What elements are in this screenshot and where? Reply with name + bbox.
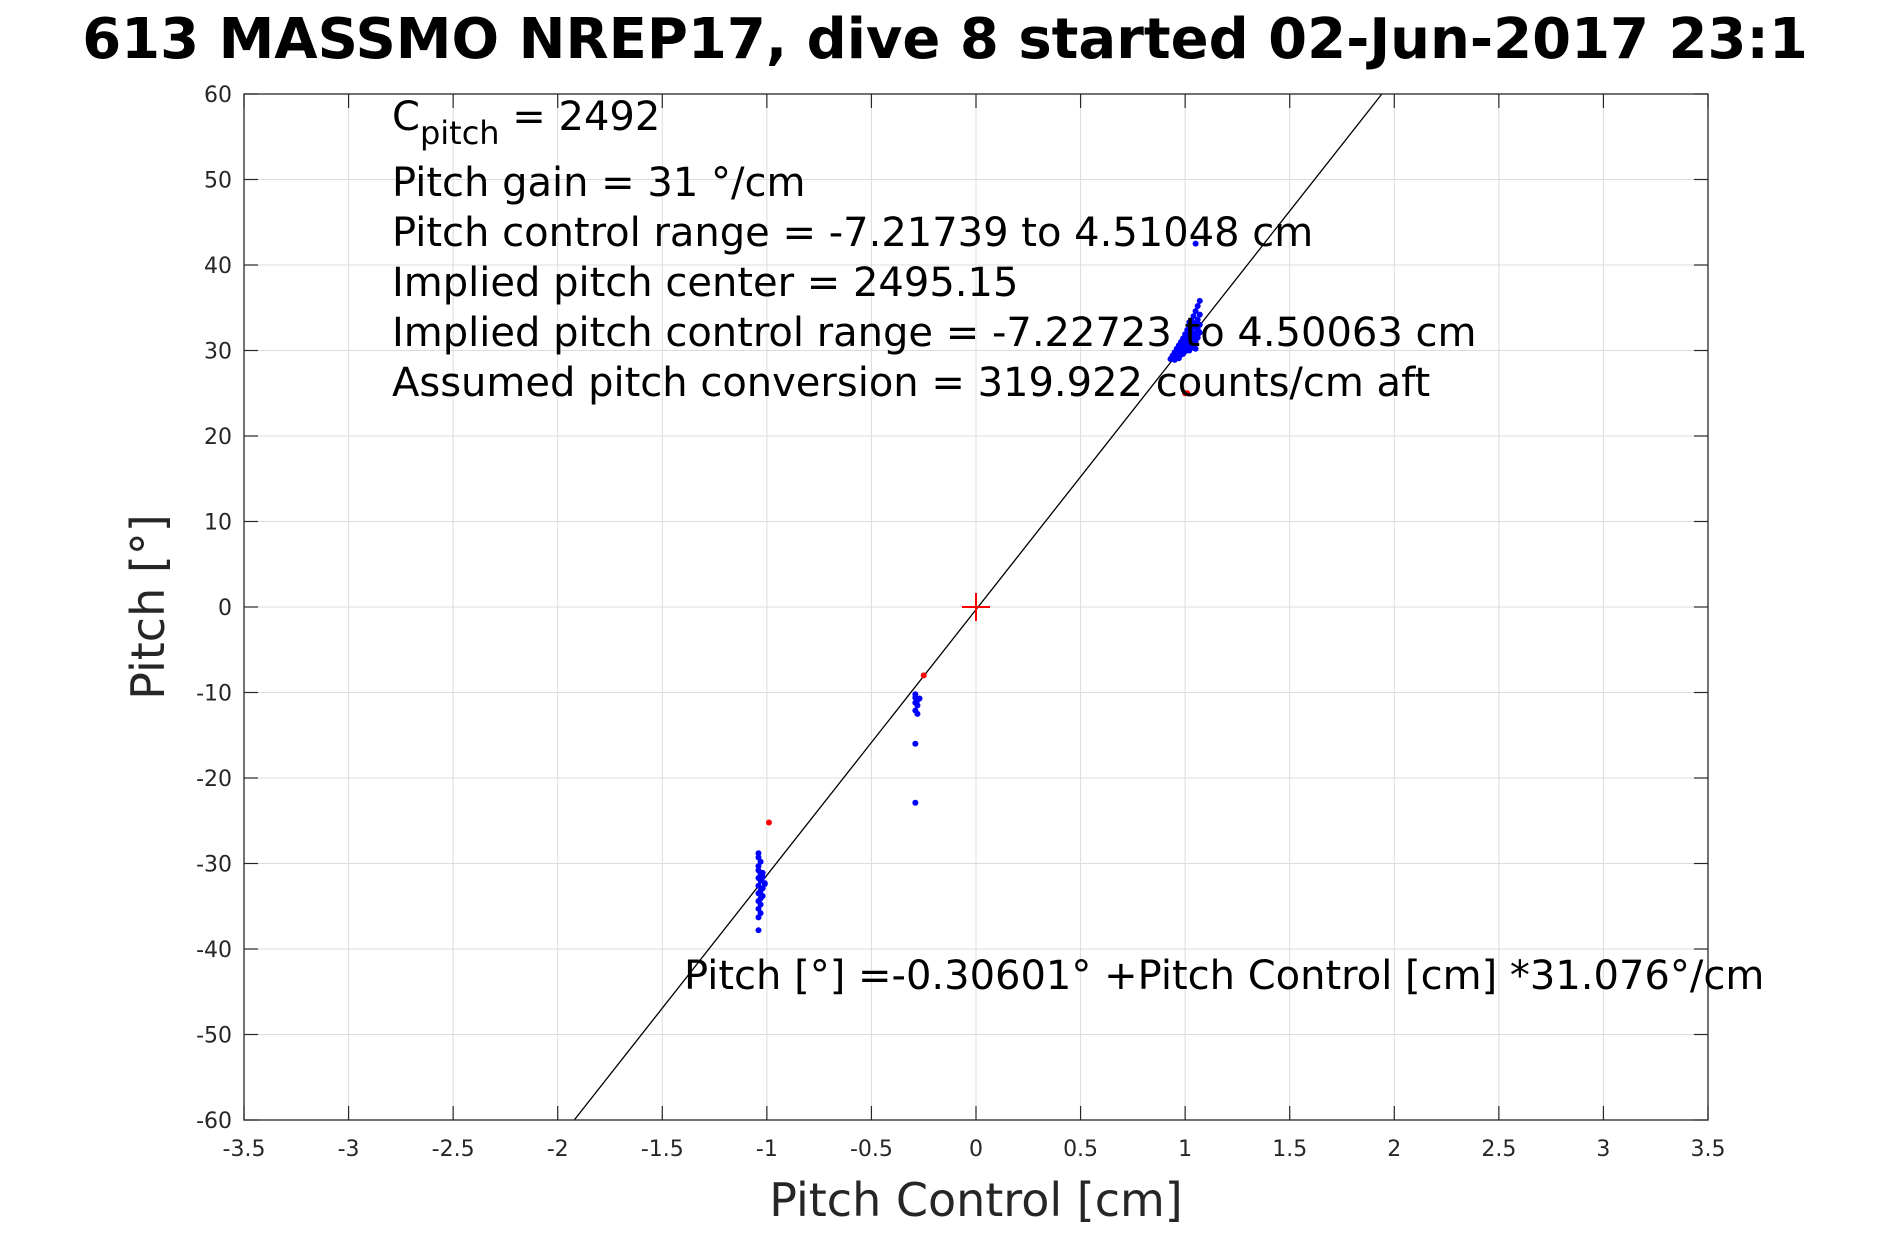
data-point [912,799,919,806]
x-tick-label: 3.5 [1691,1137,1726,1162]
y-tick-label: 0 [218,596,232,621]
y-tick-label: -30 [196,853,232,878]
x-tick-label: -3.5 [223,1137,266,1162]
x-tick-label: -0.5 [850,1137,893,1162]
fit-equation: Pitch [°] =-0.30601° +Pitch Control [cm]… [684,953,1764,999]
data-point [755,863,762,870]
y-tick-label: 40 [204,254,232,279]
data-point [1192,240,1199,247]
data-point [1177,344,1184,351]
data-point [759,869,766,876]
x-tick-label: 2.5 [1481,1137,1516,1162]
data-point [912,740,919,747]
data-point [755,850,762,857]
annotation-text: Cpitch = 2492 Pitch gain = 31 °/cm Pitch… [392,94,1764,999]
center-marker-layer [962,593,990,621]
c-pitch-value: = 2492 [500,94,661,140]
y-tick-label: -20 [196,767,232,792]
data-point [765,819,772,826]
x-axis-title: Pitch Control [cm] [769,1173,1183,1227]
x-tick-label: -2 [547,1137,569,1162]
data-point [1192,345,1199,352]
x-tick-label: -1.5 [641,1137,684,1162]
x-tick-label: -3 [338,1137,360,1162]
data-point [1194,303,1201,310]
data-point [755,914,762,921]
data-point [1194,332,1201,339]
data-point [920,672,927,679]
data-point [1182,348,1189,355]
y-tick-label: -50 [196,1024,232,1049]
annotation-line: Implied pitch control range = -7.22723 t… [392,310,1476,356]
data-point [1192,308,1199,315]
y-axis-title: Pitch [°] [121,514,175,700]
y-tick-label: 20 [204,425,232,450]
x-tick-label: 0.5 [1063,1137,1098,1162]
data-point [1175,355,1182,362]
x-tick-label: 3 [1596,1137,1610,1162]
y-tick-label: 30 [204,340,232,365]
data-point [914,710,921,717]
annotation-line: Pitch gain = 31 °/cm [392,160,805,206]
data-point [1184,390,1191,397]
data-points [755,240,1203,934]
x-tick-label: 0 [969,1137,983,1162]
x-tick-labels: -3.5 -3 -2.5 -2 -1.5 -1 -0.5 0 0.5 1 1.5 2 2.5 3 3.5 [223,1137,1726,1162]
y-tick-label: 60 [204,83,232,108]
y-tick-label: 50 [204,169,232,194]
c-pitch-subscript: pitch [420,114,500,152]
data-point [1196,297,1203,304]
data-point [755,927,762,934]
y-tick-label: -60 [196,1109,232,1134]
y-tick-label: -40 [196,938,232,963]
x-tick-label: 1.5 [1272,1137,1307,1162]
chart-title: 613 MASSMO NREP17, dive 8 started 02-Jun… [82,7,1808,72]
data-point [916,695,923,702]
center-marker [962,593,990,621]
data-point [914,702,921,709]
annotation-line: Pitch control range = -7.21739 to 4.5104… [392,210,1313,256]
x-tick-label: 2 [1387,1137,1401,1162]
data-point [1196,311,1203,318]
data-point [1186,319,1193,326]
x-tick-label: 1 [1178,1137,1192,1162]
y-tick-label: 10 [204,511,232,536]
data-point [1182,333,1189,340]
annotation-line: Assumed pitch conversion = 319.922 count… [392,360,1430,406]
annotation-line: Implied pitch center = 2495.15 [392,260,1018,306]
c-pitch-main: C [392,94,420,140]
data-point [761,881,768,888]
axes-frame [243,93,1709,1121]
c-pitch-annotation: Cpitch = 2492 [392,94,660,152]
y-tick-labels: -60 -50 -40 -30 -20 -10 0 10 20 30 40 50 60 [196,83,232,1134]
y-tick-label: -10 [196,682,232,707]
data-point [1190,322,1197,329]
x-tick-label: -2.5 [432,1137,475,1162]
x-tick-label: -1 [756,1137,778,1162]
data-point [1188,342,1195,349]
